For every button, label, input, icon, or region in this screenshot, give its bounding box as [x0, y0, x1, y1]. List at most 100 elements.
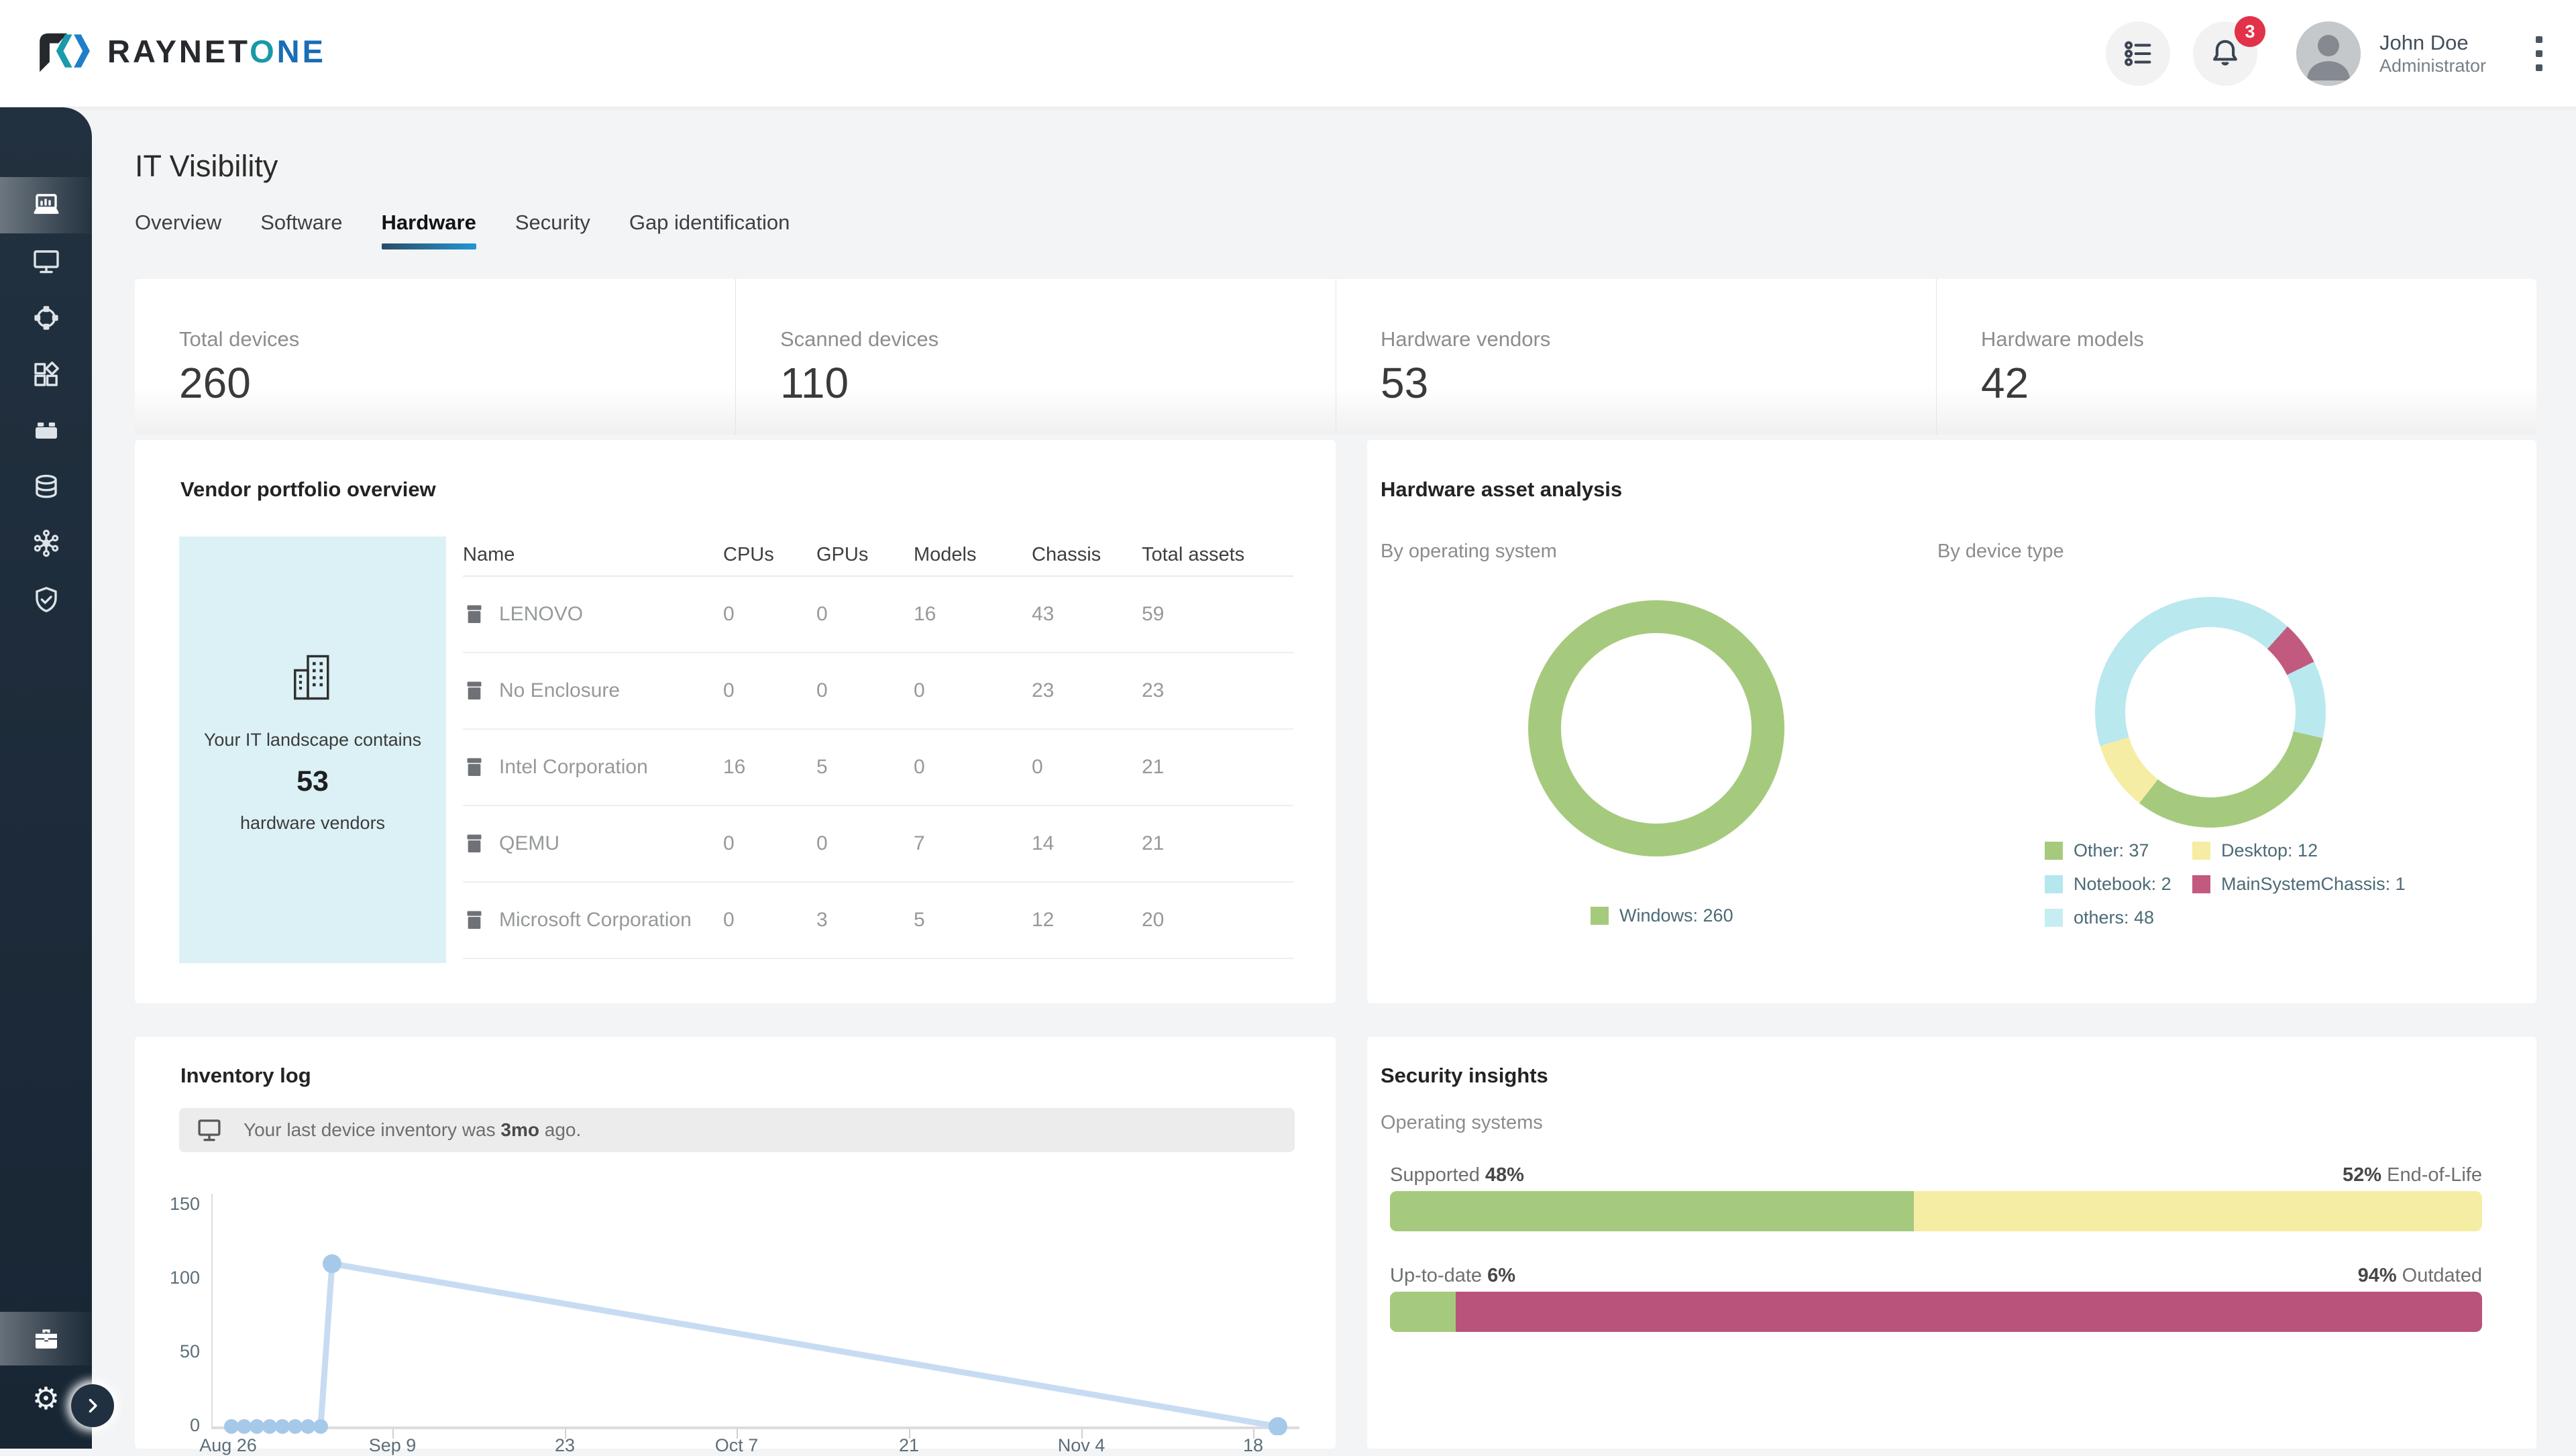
apps-grid-icon	[34, 361, 59, 386]
monitor-icon	[198, 1119, 221, 1141]
sidebar-nav: ⚙	[0, 107, 92, 1449]
inventory-log-panel: Inventory log Your last device inventory…	[135, 1037, 1336, 1455]
sidebar-item-toolbox[interactable]	[0, 1312, 92, 1365]
enclosure-box-icon	[467, 834, 482, 853]
stat-hardware-vendors: Hardware vendors 53	[1336, 279, 1936, 435]
x-axis-label: 23	[554, 1435, 576, 1455]
y-axis-line	[211, 1194, 213, 1429]
notification-count-badge: 3	[2234, 16, 2265, 47]
x-axis-label: Sep 9	[368, 1435, 417, 1455]
x-axis-label: Oct 7	[714, 1435, 759, 1455]
user-role: Administrator	[2379, 56, 2486, 76]
bar2-labels: Up-to-date 6% 94% Outdated	[1390, 1265, 2482, 1286]
stats-strip: Total devices 260 Scanned devices 110 Ha…	[135, 279, 2536, 435]
x-axis-label: Aug 26	[199, 1435, 257, 1455]
vendor-portfolio-panel: Vendor portfolio overview Your IT landsc…	[135, 440, 1336, 1003]
y-axis-tick: 50	[179, 1341, 200, 1361]
x-axis-line	[211, 1426, 1299, 1429]
user-info[interactable]: John Doe Administrator	[2379, 30, 2486, 77]
os-support-bar	[1390, 1191, 2482, 1231]
tab-overview[interactable]: Overview	[135, 211, 222, 234]
y-axis-tick: 150	[169, 1194, 200, 1214]
sidebar-item-dashboard[interactable]	[0, 177, 92, 233]
os-chart-label: By operating system	[1381, 541, 1557, 562]
legend-others: others: 48	[2045, 907, 2154, 928]
task-list-icon	[2125, 41, 2151, 66]
sidebar-item-security[interactable]	[0, 571, 92, 628]
stat-total-devices: Total devices 260	[179, 327, 300, 407]
network-nodes-icon	[34, 306, 58, 330]
tab-bar: Overview Software Hardware Security Gap …	[135, 211, 790, 249]
more-menu-button[interactable]	[2529, 30, 2549, 78]
device-type-donut-chart	[2095, 597, 2326, 828]
inventory-banner: Your last device inventory was 3mo ago.	[179, 1108, 1295, 1152]
sidebar-expand-button[interactable]	[71, 1384, 114, 1427]
legend-desktop: Desktop: 12	[2192, 840, 2318, 860]
monitor-icon	[33, 250, 59, 274]
os-donut-chart	[1528, 600, 1784, 856]
panel-title: Security insights	[1381, 1064, 1548, 1087]
user-name: John Doe	[2379, 31, 2469, 55]
legend-windows: Windows: 260	[1591, 905, 1733, 926]
brick-icon	[35, 423, 57, 439]
bell-icon	[2213, 40, 2237, 66]
vendor-count-highlight: Your IT landscape contains 53 hardware v…	[179, 537, 446, 963]
panel-title: Hardware asset analysis	[1381, 478, 1623, 501]
legend-notebook: Notebook: 2	[2045, 874, 2171, 894]
security-insights-panel: Security insights Operating systems Supp…	[1367, 1037, 2536, 1449]
raynet-logo-icon	[40, 33, 90, 72]
vendor-table-header: Name CPUs GPUs Models Chassis Total asse…	[463, 534, 1293, 577]
table-row[interactable]: No Enclosure 0 0 0 23 23	[463, 653, 1293, 730]
tab-security[interactable]: Security	[515, 211, 590, 234]
highlight-line2: hardware vendors	[239, 813, 386, 833]
stat-hardware-models: Hardware models 42	[1936, 279, 2536, 435]
table-row[interactable]: Microsoft Corporation 0 3 5 12 20	[463, 883, 1293, 959]
tab-gap-identification[interactable]: Gap identification	[629, 211, 790, 234]
vendor-table-body: LENOVO 0 0 16 43 59 No Enclosure 0 0 0 23 23 Intel C…	[463, 577, 1293, 959]
tab-hardware[interactable]: Hardware	[381, 211, 477, 249]
table-row[interactable]: QEMU 0 0 7 14 21	[463, 806, 1293, 883]
device-chart-label: By device type	[1937, 541, 2064, 562]
vendor-table: Name CPUs GPUs Models Chassis Total asse…	[463, 534, 1293, 959]
panel-title: Inventory log	[180, 1064, 311, 1087]
enclosure-box-icon	[467, 911, 482, 930]
table-row[interactable]: LENOVO 0 0 16 43 59	[463, 577, 1293, 653]
task-list-button[interactable]	[2105, 21, 2170, 86]
avatar[interactable]	[2296, 21, 2361, 86]
brand-name: RAYNETONE	[107, 33, 326, 69]
bar1-labels: Supported 48% 52% End-of-Life	[1390, 1164, 2482, 1186]
briefcase-icon	[35, 1329, 57, 1349]
tab-software[interactable]: Software	[260, 211, 343, 234]
gear-icon: ⚙	[32, 1381, 60, 1416]
raynet-one-logo: RAYNETONE	[31, 20, 326, 82]
legend-mainsystemchassis: MainSystemChassis: 1	[2192, 874, 2406, 894]
page-title: IT Visibility	[135, 149, 278, 183]
shield-check-icon	[35, 587, 57, 612]
x-axis-label: Nov 4	[1057, 1435, 1106, 1455]
inventory-line-chart	[224, 1254, 1287, 1435]
security-subtitle: Operating systems	[1381, 1112, 1543, 1133]
hardware-asset-analysis-panel: Hardware asset analysis By operating sys…	[1367, 440, 2536, 1003]
chevron-right-icon	[89, 1398, 97, 1413]
legend-other: Other: 37	[2045, 840, 2149, 860]
y-axis-tick: 100	[169, 1268, 200, 1288]
top-bar: RAYNETONE 3 John Doe Admini	[0, 0, 2576, 107]
sidebar-item-network[interactable]	[0, 290, 92, 346]
highlight-line1: Your IT landscape contains	[203, 730, 422, 750]
sidebar-item-applications[interactable]	[0, 346, 92, 402]
sidebar-item-integrations[interactable]	[0, 515, 92, 571]
inventory-banner-text: Your last device inventory was 3mo ago.	[244, 1119, 582, 1140]
highlight-value: 53	[297, 765, 329, 797]
enclosure-box-icon	[467, 605, 482, 624]
sidebar-item-settings[interactable]: ⚙	[0, 1375, 92, 1422]
sidebar-item-devices[interactable]	[0, 233, 92, 290]
table-row[interactable]: Intel Corporation 16 5 0 0 21	[463, 730, 1293, 806]
enclosure-box-icon	[467, 758, 482, 777]
x-axis-label: 18	[1242, 1435, 1264, 1455]
hub-icon	[34, 529, 58, 557]
sidebar-item-assets[interactable]	[0, 402, 92, 459]
sidebar-item-data[interactable]	[0, 459, 92, 515]
notifications-button[interactable]: 3	[2192, 16, 2265, 86]
laptop-chart-icon	[34, 194, 58, 214]
panel-title: Vendor portfolio overview	[180, 478, 436, 501]
